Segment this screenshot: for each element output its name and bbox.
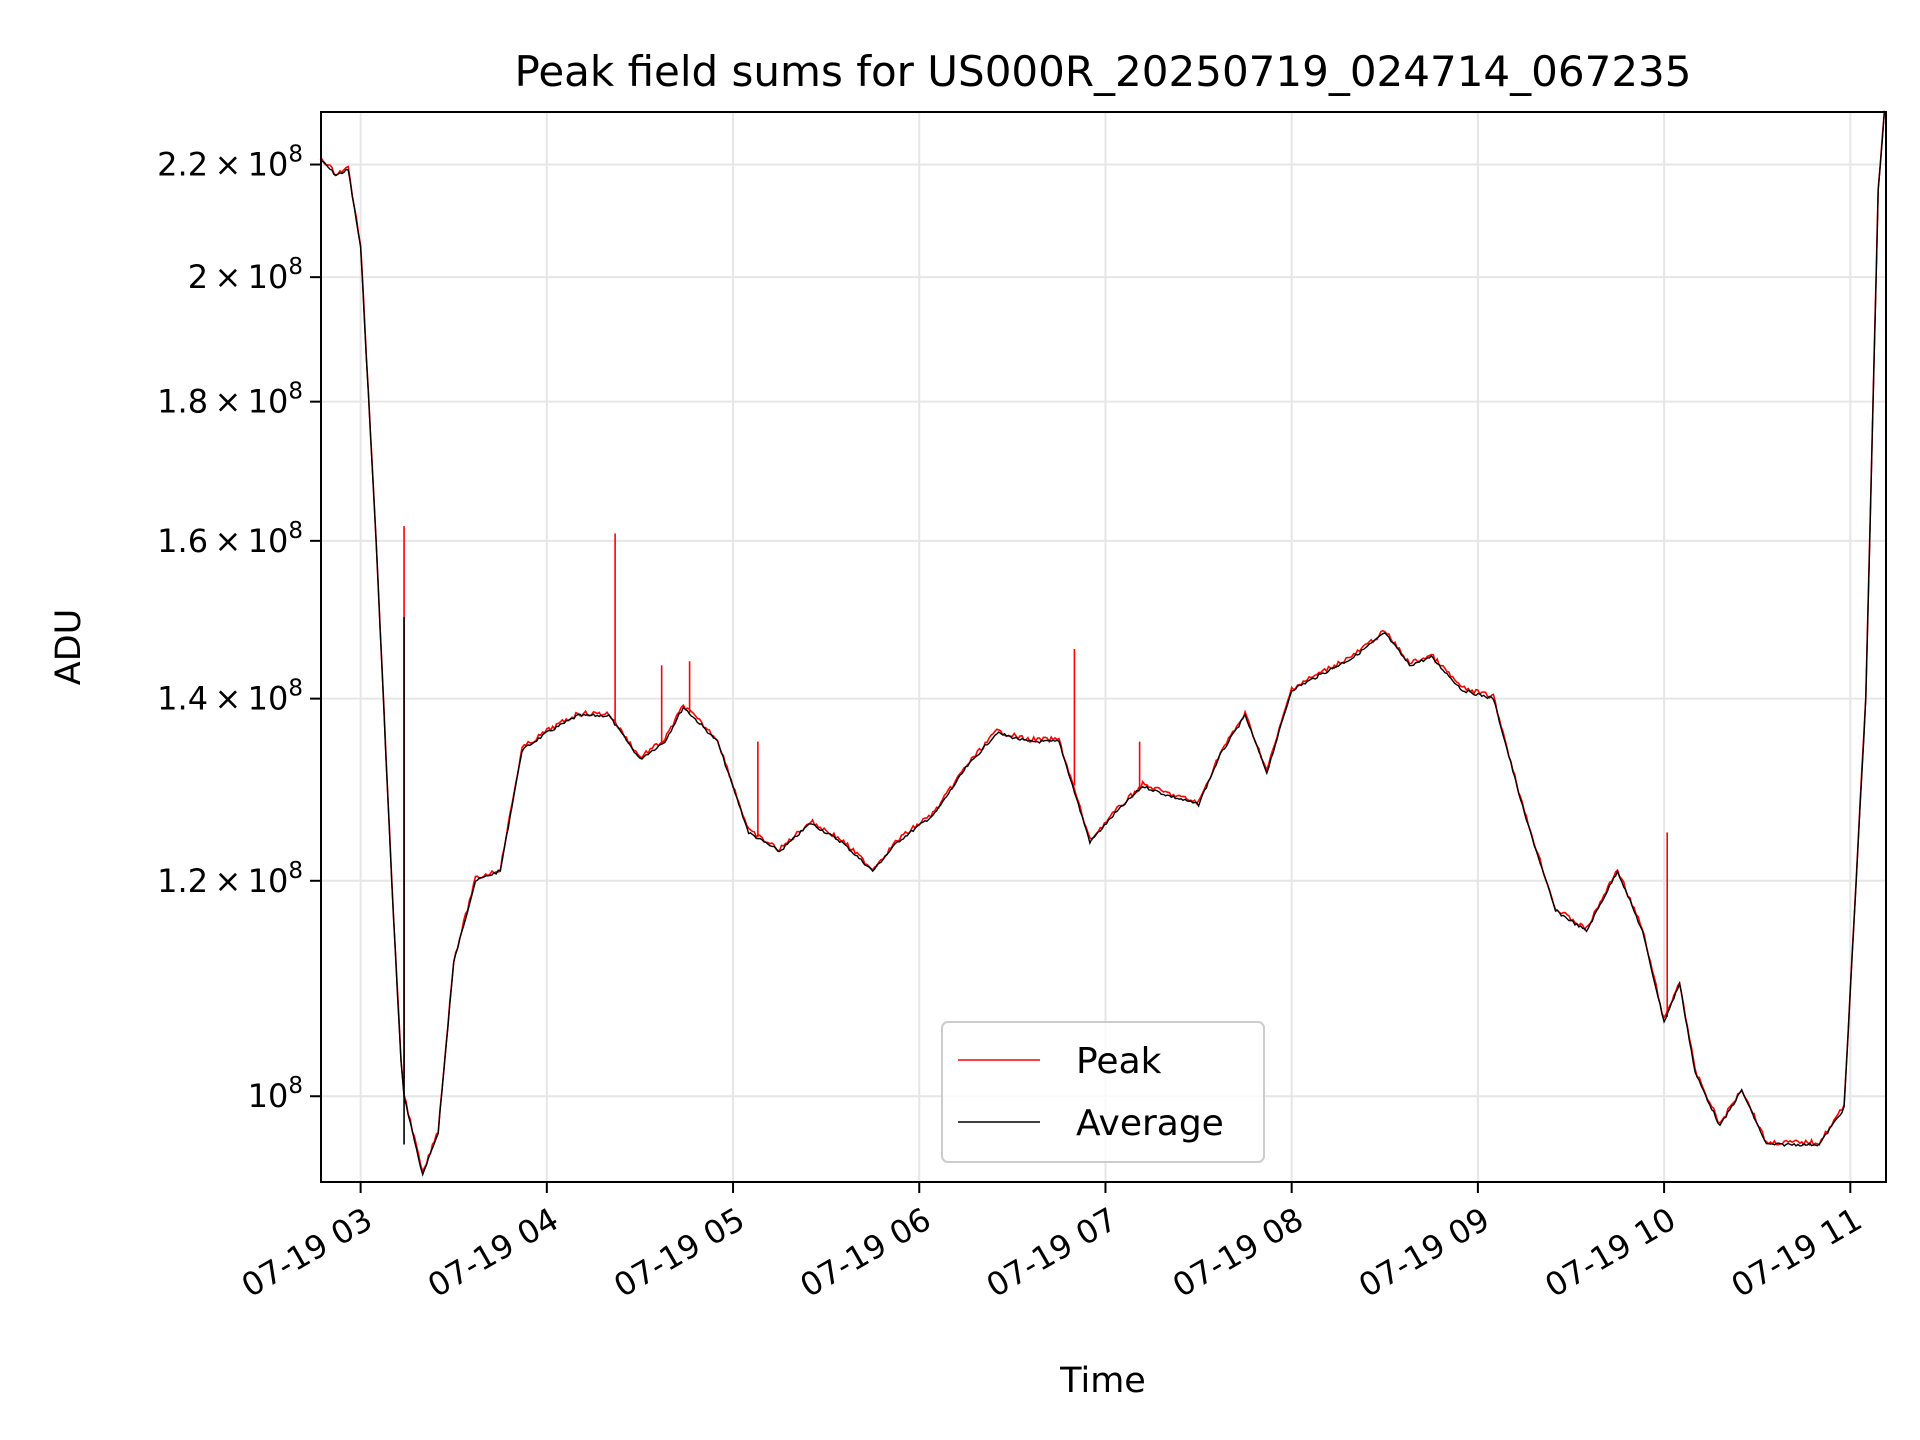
y-tick-label: 1.6 × 108 — [157, 518, 303, 560]
plot-frame — [320, 111, 1887, 1183]
y-axis-title: ADU — [49, 609, 89, 686]
y-tick-label: 1.4 × 108 — [157, 676, 303, 718]
y-axis: 108 1.2 × 108 1.4 × 108 1.6 × 108 1.8 × 108 2… — [157, 142, 321, 1115]
legend-label-average: Average — [1076, 1103, 1224, 1144]
y-tick-label: 1.8 × 108 — [157, 379, 303, 421]
y-tick-label: 1.2 × 108 — [157, 858, 303, 900]
series-layer — [319, 110, 1886, 1177]
series-average-line — [319, 110, 1886, 1177]
chart-title: Peak field sums for US000R_20250719_0247… — [515, 47, 1692, 96]
y-tick-label: 108 — [248, 1073, 303, 1115]
y-tick-label: 2.2 × 108 — [157, 142, 303, 184]
legend: Peak Average — [941, 1021, 1265, 1163]
legend-box — [941, 1021, 1265, 1163]
x-axis-title: Time — [1059, 1361, 1146, 1401]
legend-label-peak: Peak — [1076, 1041, 1162, 1082]
y-tick-label: 2 × 108 — [188, 254, 303, 296]
